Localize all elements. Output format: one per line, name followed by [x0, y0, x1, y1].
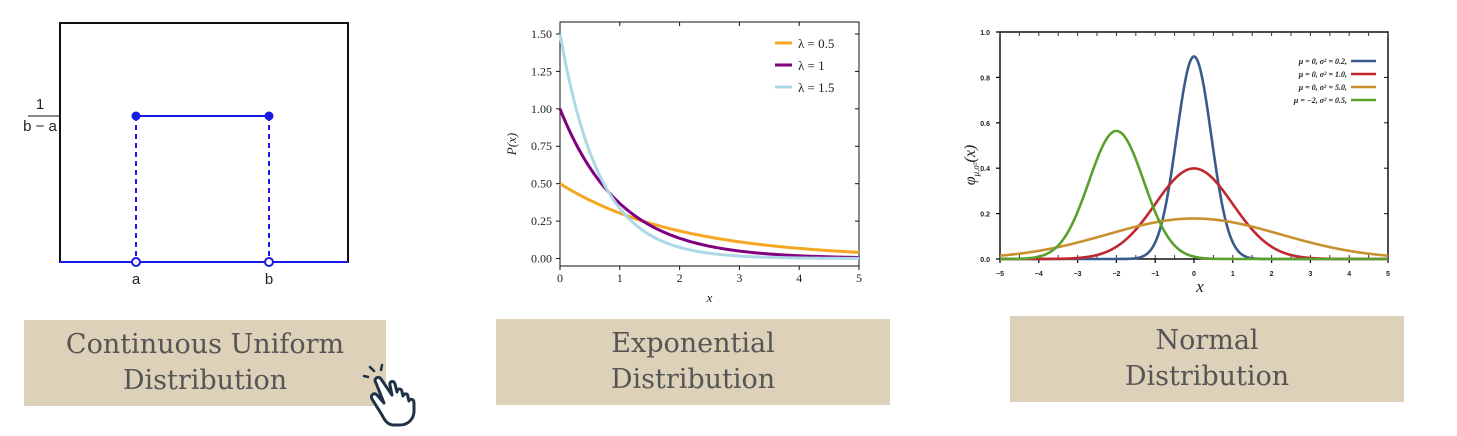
legend-label: λ = 0.5 — [798, 36, 834, 51]
x-tick-label: −1 — [1151, 271, 1159, 278]
open-point-b — [264, 257, 274, 267]
x-tick-label: 0 — [1192, 271, 1196, 278]
y-axis-label-main: φ — [962, 176, 979, 185]
legend-label: λ = 1 — [798, 58, 825, 73]
y-tick-label: 0.8 — [980, 75, 990, 82]
legend-label: μ = 0, σ² = 5.0, — [1298, 83, 1347, 92]
x-tick-label: 5 — [1386, 271, 1390, 278]
y-axis-label-tail: (x) — [962, 145, 979, 163]
plot-frame — [999, 31, 1389, 260]
x-tick-label: 2 — [677, 271, 683, 285]
y-axis-label-text: φμ,σ²(x) — [962, 145, 981, 186]
x-tick-label: 0 — [557, 271, 563, 285]
card-line-1: Exponential — [611, 328, 775, 359]
card-line-2: Distribution — [1124, 361, 1290, 392]
x-axis-label: x — [706, 290, 713, 305]
x-tick-label: 3 — [736, 271, 742, 285]
uniform-distribution-chart: a b 1 b − a — [23, 22, 349, 288]
legend-label: μ = 0, σ² = 1.0, — [1298, 70, 1347, 79]
series-line-3 — [999, 217, 1389, 257]
y-tick-label: 0.2 — [980, 212, 990, 219]
x-tick-label: −5 — [996, 271, 1004, 278]
card-line-1: Continuous Uniform — [65, 329, 345, 360]
x-tick-label: 4 — [1347, 271, 1351, 278]
x-tick-label: 2 — [1270, 271, 1274, 278]
x-tick-label: 5 — [856, 271, 862, 285]
x-tick-label: b — [265, 271, 273, 288]
open-point-a — [131, 257, 141, 267]
y-tick-label: 0.00 — [531, 252, 552, 266]
y-tick-label: 1.50 — [531, 27, 552, 41]
y-tick-label: 0.4 — [980, 166, 990, 173]
card-normal[interactable]: Normal Distribution — [1010, 316, 1404, 402]
series-line-1 — [559, 182, 860, 254]
y-tick-label: 1.00 — [531, 102, 552, 116]
exponential-distribution-chart: 0 1 2 3 4 5 0.00 0.25 0.50 0.75 1.00 1.25 1.50 x P(x) λ… — [504, 21, 862, 305]
y-axis-label: P(x) — [504, 133, 519, 156]
card-line-1: Normal — [1155, 325, 1259, 356]
x-tick-label: a — [132, 271, 141, 288]
y-tick-label: 0.6 — [980, 121, 990, 128]
y-tick-label: 0.50 — [531, 177, 552, 191]
x-tick-label: 3 — [1308, 271, 1312, 278]
y-tick-label: 0.75 — [531, 139, 552, 153]
y-tick-label: 1.25 — [531, 64, 552, 78]
y-tick-denominator: b − a — [23, 118, 57, 135]
card-line-2: Distribution — [122, 365, 288, 396]
x-tick-label: 4 — [796, 271, 802, 285]
y-axis-label: φμ,σ²(x) — [962, 145, 981, 186]
x-tick-label: −4 — [1035, 271, 1043, 278]
legend-label: μ = 0, σ² = 0.2, — [1298, 57, 1347, 66]
legend-label: λ = 1.5 — [798, 80, 834, 95]
closed-point-b — [264, 111, 274, 121]
hand-pointer-icon — [362, 363, 416, 427]
y-tick-label: 0.0 — [980, 257, 990, 264]
normal-distribution-chart: −5 −4 −3 −2 −1 0 1 2 3 4 5 0.0 0.2 0.4 0.6 0.8 1.0 x φμ,σ²… — [962, 30, 1390, 296]
plot-frame — [59, 22, 349, 263]
card-continuous-uniform[interactable]: Continuous Uniform Distribution — [24, 320, 386, 406]
x-tick-label: 1 — [617, 271, 623, 285]
x-axis-label: x — [1195, 277, 1204, 296]
y-tick-label: 1.0 — [980, 30, 990, 37]
x-tick-label: −2 — [1112, 271, 1120, 278]
x-tick-label: 1 — [1231, 271, 1235, 278]
plot-frame — [559, 21, 860, 267]
card-exponential[interactable]: Exponential Distribution — [496, 319, 890, 405]
legend-label: μ = −2, σ² = 0.5, — [1293, 96, 1347, 105]
x-tick-label: −3 — [1074, 271, 1082, 278]
card-line-2: Distribution — [610, 364, 776, 395]
y-tick-numerator: 1 — [36, 96, 44, 113]
y-tick-label: 0.25 — [531, 214, 552, 228]
y-axis-label-sub: μ,σ² — [971, 162, 981, 177]
series-line-3 — [558, 33, 859, 260]
closed-point-a — [131, 111, 141, 121]
series-line-4 — [1000, 129, 1388, 261]
